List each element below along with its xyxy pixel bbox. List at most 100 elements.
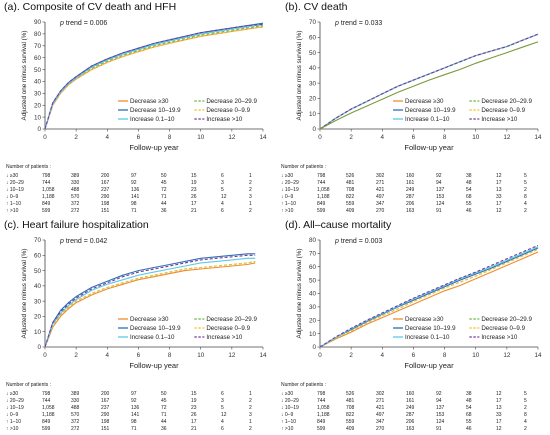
number-of-patients-label: Number of patients : [281, 164, 327, 170]
series-line [44, 25, 264, 130]
risk-cell: 92 [436, 391, 442, 397]
y-tick-label: 80 [34, 31, 42, 38]
risk-row-label: ↓ 0–9 [281, 412, 294, 418]
y-tick-label: 60 [309, 264, 317, 271]
series-line [319, 33, 539, 130]
y-tick-label: 50 [309, 50, 317, 57]
risk-cell: 38 [466, 173, 472, 179]
risk-cell: 421 [376, 187, 385, 193]
risk-cell: 17 [496, 398, 502, 404]
risk-cell: 167 [101, 180, 110, 186]
x-tick-label: 4 [106, 134, 110, 141]
risk-cell: 26 [191, 412, 197, 418]
y-tick-label: 0 [37, 344, 41, 351]
risk-cell: 3 [221, 398, 224, 404]
series-line [44, 254, 256, 348]
x-tick-label: 14 [534, 134, 542, 141]
p-trend-value: trend = 0.003 [338, 238, 383, 245]
risk-cell: 409 [346, 208, 355, 214]
risk-cell: 330 [71, 398, 80, 404]
risk-cell: 599 [317, 208, 326, 214]
risk-cell: 2 [249, 426, 252, 432]
risk-row-label: ↓ 20–29 [281, 398, 299, 404]
risk-cell: 1,188 [42, 194, 55, 200]
p-trend: p trend = 0.006 [60, 20, 107, 27]
risk-cell: 488 [71, 405, 80, 411]
risk-cell: 1,188 [317, 412, 330, 418]
y-tick-label: 50 [34, 268, 42, 275]
risk-cell: 1 [249, 173, 252, 179]
panel-c: (c). Heart failure hospitalization p tre… [0, 218, 275, 435]
risk-cell: 17 [496, 419, 502, 425]
risk-cell: 4 [221, 419, 224, 425]
risk-cell: 5 [221, 405, 224, 411]
risk-cell: 559 [346, 201, 355, 207]
series-line [319, 248, 539, 348]
series-line [44, 253, 256, 348]
risk-cell: 5 [524, 391, 527, 397]
series-line [319, 248, 539, 348]
risk-cell: 141 [131, 194, 140, 200]
risk-cell: 44 [161, 419, 167, 425]
number-of-patients-label: Number of patients : [6, 382, 52, 388]
y-axis-label: Adjusted one minus survival (%) [21, 249, 28, 339]
risk-cell: 389 [71, 173, 80, 179]
y-tick-label: 60 [309, 34, 317, 41]
risk-cell: 526 [346, 173, 355, 179]
risk-cell: 1,058 [317, 187, 330, 193]
risk-row-label: ↓ 10–19 [6, 187, 24, 193]
risk-cell: 2 [524, 187, 527, 193]
risk-cell: 5 [524, 173, 527, 179]
number-of-patients-label: Number of patients : [6, 164, 52, 170]
risk-cell: 389 [71, 391, 80, 397]
risk-cell: 97 [131, 391, 137, 397]
y-tick-label: 70 [309, 251, 317, 258]
risk-cell: 798 [42, 173, 51, 179]
risk-row-label: ↓ 20–29 [6, 180, 24, 186]
y-tick-label: 20 [34, 314, 42, 321]
risk-row-label: ↓ 10–19 [281, 187, 299, 193]
risk-cell: 21 [191, 426, 197, 432]
y-tick-label: 20 [309, 96, 317, 103]
risk-cell: 302 [376, 391, 385, 397]
legend-label: Increase 0.1–10 [405, 334, 450, 341]
risk-cell: 330 [71, 180, 80, 186]
risk-cell: 270 [376, 208, 385, 214]
risk-cell: 17 [191, 419, 197, 425]
risk-cell: 744 [42, 180, 51, 186]
risk-cell: 206 [406, 419, 415, 425]
risk-cell: 50 [161, 173, 167, 179]
risk-cell: 68 [466, 194, 472, 200]
risk-cell: 33 [496, 412, 502, 418]
legend-label: Decrease 0–9.9 [206, 107, 250, 114]
risk-cell: 92 [131, 398, 137, 404]
legend-label: Increase >10 [206, 334, 243, 341]
risk-row-label: ↑ 1–10 [6, 201, 22, 207]
y-tick-label: 80 [309, 237, 317, 244]
risk-cell: 124 [436, 201, 445, 207]
risk-cell: 798 [317, 173, 326, 179]
risk-cell: 271 [376, 180, 385, 186]
legend-label: Decrease 20–29.9 [481, 316, 532, 323]
x-tick-label: 2 [349, 352, 353, 359]
risk-cell: 599 [42, 208, 51, 214]
risk-cell: 849 [317, 201, 326, 207]
risk-cell: 45 [161, 398, 167, 404]
risk-cell: 347 [376, 419, 385, 425]
x-tick-label: 2 [349, 134, 353, 141]
risk-cell: 98 [131, 201, 137, 207]
risk-cell: 72 [161, 405, 167, 411]
risk-cell: 1,058 [42, 187, 55, 193]
risk-cell: 849 [317, 419, 326, 425]
risk-row-label: ↑ >10 [6, 426, 19, 432]
p-trend-symbol: p [335, 238, 339, 245]
risk-cell: 409 [346, 426, 355, 432]
y-tick-label: 0 [312, 126, 316, 133]
risk-cell: 481 [346, 398, 355, 404]
risk-row-label: ↓ ≥30 [281, 391, 294, 397]
risk-cell: 163 [406, 208, 415, 214]
risk-cell: 160 [406, 173, 415, 179]
risk-cell: 6 [221, 426, 224, 432]
risk-cell: 54 [466, 405, 472, 411]
y-tick-label: 10 [34, 114, 42, 121]
